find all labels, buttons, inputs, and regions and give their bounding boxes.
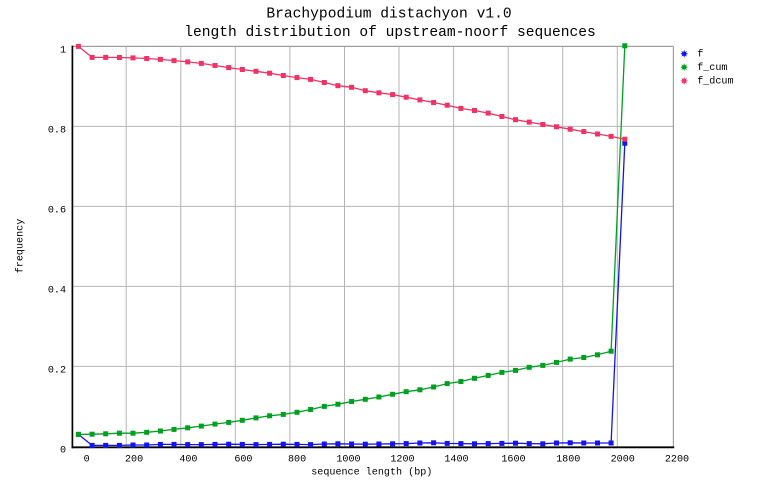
- svg-text:sequence length (bp): sequence length (bp): [311, 467, 432, 479]
- svg-text:1800: 1800: [556, 454, 580, 465]
- svg-text:frequency: frequency: [15, 219, 27, 274]
- svg-text:0.4: 0.4: [48, 285, 66, 296]
- svg-text:0.6: 0.6: [48, 205, 66, 216]
- svg-text:length distribution of upstrea: length distribution of upstream-noorf se…: [184, 25, 596, 41]
- svg-text:f: f: [697, 49, 703, 61]
- svg-text:0: 0: [84, 454, 90, 465]
- svg-text:0: 0: [60, 445, 66, 456]
- svg-text:1000: 1000: [336, 454, 360, 465]
- svg-text:800: 800: [288, 454, 306, 465]
- svg-text:200: 200: [125, 454, 143, 465]
- svg-text:f_cum: f_cum: [697, 62, 727, 74]
- svg-text:0.2: 0.2: [48, 365, 66, 376]
- svg-text:2000: 2000: [611, 454, 635, 465]
- svg-text:1: 1: [60, 45, 66, 56]
- svg-text:0.8: 0.8: [48, 125, 66, 136]
- svg-text:1600: 1600: [501, 454, 525, 465]
- svg-text:2200: 2200: [665, 454, 689, 465]
- svg-text:600: 600: [234, 454, 252, 465]
- svg-text:400: 400: [179, 454, 197, 465]
- svg-text:Brachypodium distachyon v1.0: Brachypodium distachyon v1.0: [266, 7, 511, 23]
- svg-text:f_dcum: f_dcum: [697, 76, 733, 88]
- svg-text:1200: 1200: [390, 454, 414, 465]
- svg-text:1400: 1400: [444, 454, 468, 465]
